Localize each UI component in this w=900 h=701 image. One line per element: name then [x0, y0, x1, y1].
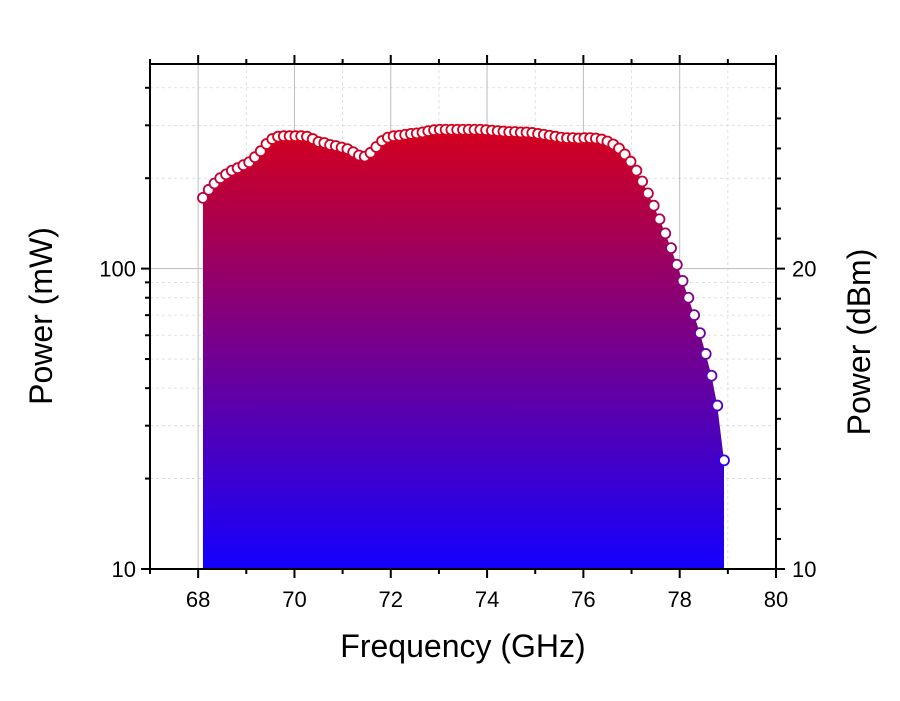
data-point [665, 242, 677, 255]
x-tick-label: 80 [764, 587, 788, 612]
x-tick-label: 72 [379, 587, 403, 612]
data-point [699, 348, 712, 360]
plot-frame [149, 63, 777, 570]
axis-ticks [141, 55, 785, 578]
data-point [659, 227, 672, 240]
data-point [688, 309, 701, 322]
x-tick-label: 76 [571, 587, 595, 612]
x-tick-label: 74 [475, 587, 499, 612]
y2-tick-label: 20 [792, 257, 816, 282]
data-point [676, 275, 689, 287]
data-point [197, 191, 209, 204]
x-axis-title: Frequency (GHz) [340, 628, 585, 664]
data-point [630, 164, 643, 177]
y-tick-label: 100 [99, 257, 136, 282]
y2-tick-label: 10 [792, 557, 816, 582]
data-point [624, 155, 637, 168]
data-point [694, 327, 706, 340]
x-tick-label: 78 [667, 587, 691, 612]
y-axis-title: Power (mW) [23, 227, 59, 405]
x-tick-label: 68 [186, 587, 210, 612]
power-area-fill [202, 129, 724, 569]
data-point [682, 291, 695, 304]
y-tick-label: 10 [112, 557, 136, 582]
data-markers [197, 123, 730, 467]
data-point [705, 369, 718, 382]
x-tick-label: 70 [282, 587, 306, 612]
data-point [647, 199, 660, 212]
data-point [711, 399, 724, 412]
y2-axis-title: Power (dBm) [841, 249, 877, 436]
data-point [718, 454, 730, 467]
data-point [642, 187, 654, 200]
data-point [636, 175, 649, 188]
data-point [670, 258, 683, 271]
data-point [653, 213, 666, 226]
